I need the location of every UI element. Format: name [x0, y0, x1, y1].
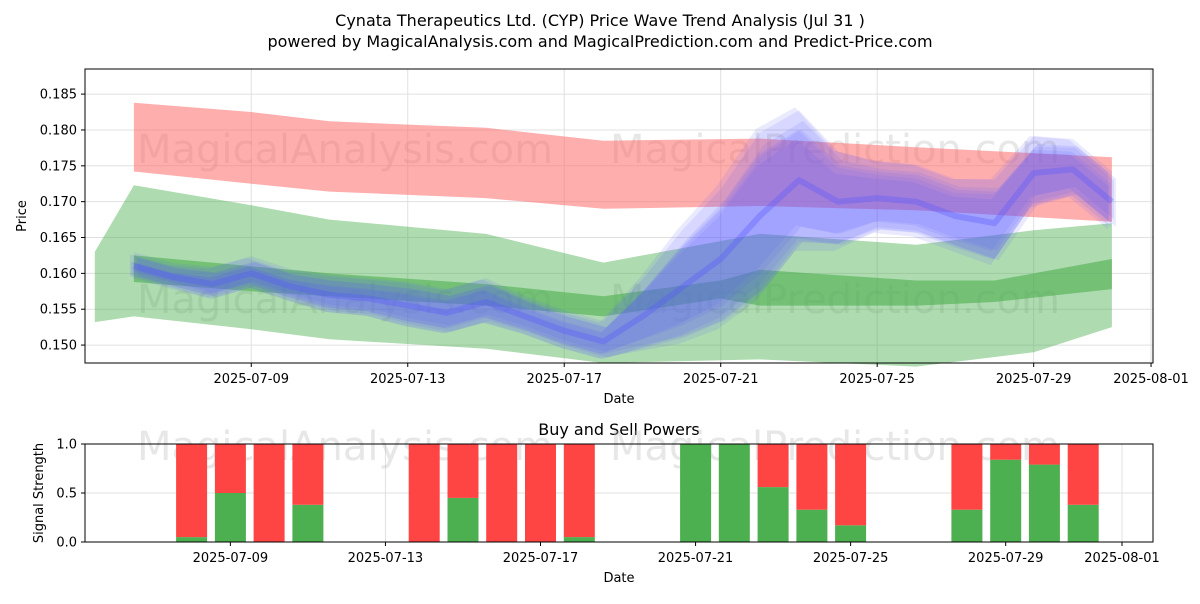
chart-title: Cynata Therapeutics Ltd. (CYP) Price Wav…: [335, 11, 865, 30]
buy-bar-1: [214, 493, 246, 542]
signal-x-tick-label-3: 2025-07-21: [658, 551, 734, 566]
wave-center-line: [133, 166, 1114, 345]
sell-bar-15: [990, 444, 1022, 460]
wave-band-3: [137, 120, 1116, 358]
buy-bar-0: [176, 537, 208, 542]
sell-bar-1: [214, 444, 246, 493]
sell-bar-13: [835, 444, 867, 526]
price-y-tick-label-5: 0.175: [40, 159, 77, 174]
signal-plot-title: Buy and Sell Powers: [538, 420, 700, 439]
buy-bar-16: [1028, 464, 1060, 542]
signal-x-tick-label-6: 2025-08-01: [1084, 551, 1160, 566]
price-y-tick-label-2: 0.160: [40, 267, 77, 282]
price-y-tick-label-4: 0.170: [40, 195, 77, 210]
wave-band-1: [135, 129, 1114, 352]
sell-bar-7: [525, 444, 556, 542]
sell-bar-12: [796, 444, 828, 510]
price-y-tick-label-0: 0.150: [40, 339, 77, 354]
buy-bar-5: [447, 497, 479, 542]
sell-bar-6: [486, 444, 518, 542]
price-y-tick-label-1: 0.155: [40, 303, 77, 318]
signal-y-tick-label-2: 1.0: [56, 438, 77, 453]
price-y-axis: 0.150 0.155 0.160 0.165 0.170 0.175 0.180 0.185: [40, 88, 85, 354]
price-plot-series: [94, 102, 1116, 367]
lower-band-wide: [94, 185, 1112, 367]
signal-x-tick-label-0: 2025-07-09: [193, 551, 269, 566]
sell-bar-8: [563, 444, 595, 538]
sell-bar-14: [951, 444, 983, 510]
wave-band-0: [130, 139, 1109, 355]
price-y-tick-label-6: 0.180: [40, 123, 77, 138]
sell-bar-11: [757, 444, 789, 488]
price-x-tick-label-0: 2025-07-09: [213, 372, 289, 387]
sell-bar-5: [447, 444, 479, 498]
buy-bar-12: [796, 509, 828, 542]
signal-bars: [176, 444, 1099, 542]
wave-band-5: [129, 107, 1108, 359]
buy-bar-15: [990, 459, 1022, 542]
sell-bar-0: [176, 444, 208, 538]
price-y-axis-label: Price: [15, 200, 30, 232]
price-x-axis-label: Date: [603, 392, 634, 407]
upper-band: [133, 102, 1112, 222]
price-plot-frame: [84, 68, 1154, 364]
buy-bar-8: [563, 537, 595, 542]
price-x-tick-label-4: 2025-07-25: [839, 372, 915, 387]
buy-bar-17: [1067, 504, 1099, 542]
buy-bar-11: [757, 487, 789, 542]
price-y-tick-label-3: 0.165: [40, 231, 77, 246]
sell-bar-16: [1028, 444, 1060, 465]
sell-bar-3: [292, 444, 324, 505]
price-x-tick-label-1: 2025-07-13: [370, 372, 446, 387]
price-plot: MagicalAnalysis.com MagicalPrediction.co…: [15, 68, 1189, 407]
signal-y-tick-label-1: 0.5: [56, 487, 77, 502]
lower-band-core: [133, 255, 1112, 317]
signal-x-axis-label: Date: [603, 571, 634, 586]
buy-bar-9: [680, 444, 712, 542]
signal-y-tick-label-0: 0.0: [56, 536, 77, 551]
sell-bar-2: [253, 444, 285, 542]
signal-x-tick-label-4: 2025-07-25: [813, 551, 889, 566]
sell-bar-17: [1067, 444, 1099, 505]
signal-x-tick-label-1: 2025-07-13: [348, 551, 424, 566]
wave-band-4: [133, 110, 1112, 354]
price-y-tick-label-7: 0.185: [40, 88, 77, 103]
price-x-tick-label-6: 2025-08-01: [1113, 372, 1189, 387]
signal-x-axis: 2025-07-09 2025-07-13 2025-07-17 2025-07-21…: [193, 542, 1160, 566]
buy-bar-10: [718, 444, 750, 542]
buy-bar-3: [292, 504, 324, 542]
buy-bar-14: [951, 509, 983, 542]
signal-x-tick-label-5: 2025-07-29: [968, 551, 1044, 566]
signal-x-tick-label-2: 2025-07-17: [503, 551, 579, 566]
price-x-tick-label-5: 2025-07-29: [996, 372, 1072, 387]
signal-y-axis-label: Signal Strength: [32, 443, 47, 543]
chart-subtitle: powered by MagicalAnalysis.com and Magic…: [267, 32, 932, 51]
price-plot-grid: [85, 69, 1153, 363]
signal-y-axis: 0.0 0.5 1.0: [56, 438, 85, 551]
price-x-tick-label-2: 2025-07-17: [526, 372, 602, 387]
buy-bar-13: [835, 525, 867, 542]
sell-bar-4: [408, 444, 440, 542]
price-x-tick-label-3: 2025-07-21: [683, 372, 759, 387]
wave-band-2: [132, 129, 1111, 360]
signal-plot: Buy and Sell Powers MagicalAnalysis.com …: [32, 420, 1160, 586]
price-x-axis: 2025-07-09 2025-07-13 2025-07-17 2025-07-21…: [213, 363, 1189, 387]
